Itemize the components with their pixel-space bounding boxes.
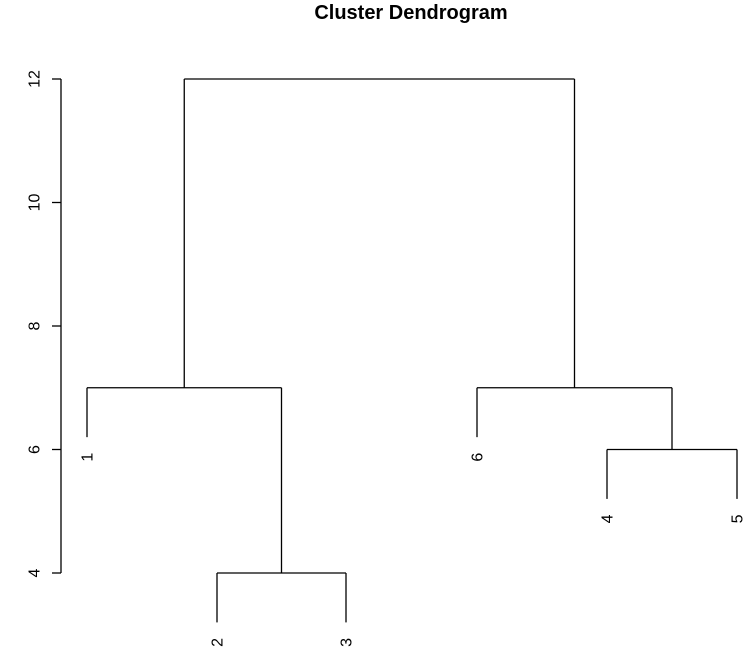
y-tick-label: 6	[27, 445, 44, 454]
leaf-label-2: 2	[210, 638, 227, 647]
y-tick-label: 8	[27, 321, 44, 330]
chart-title: Cluster Dendrogram	[314, 2, 507, 24]
leaf-label-4: 4	[600, 514, 617, 523]
y-tick-label: 4	[27, 568, 44, 577]
dendrogram-tree	[86, 78, 738, 623]
leaf-labels: 1 2 3 6 4 5	[80, 453, 747, 647]
leaf-label-1: 1	[80, 453, 97, 462]
leaf-label-5: 5	[730, 514, 747, 523]
leaf-label-3: 3	[339, 638, 356, 647]
leaf-label-6: 6	[470, 453, 487, 462]
y-tick-label: 10	[27, 194, 44, 212]
y-axis: 4 6 8 10 12	[27, 70, 62, 577]
y-tick-label: 12	[27, 70, 44, 88]
